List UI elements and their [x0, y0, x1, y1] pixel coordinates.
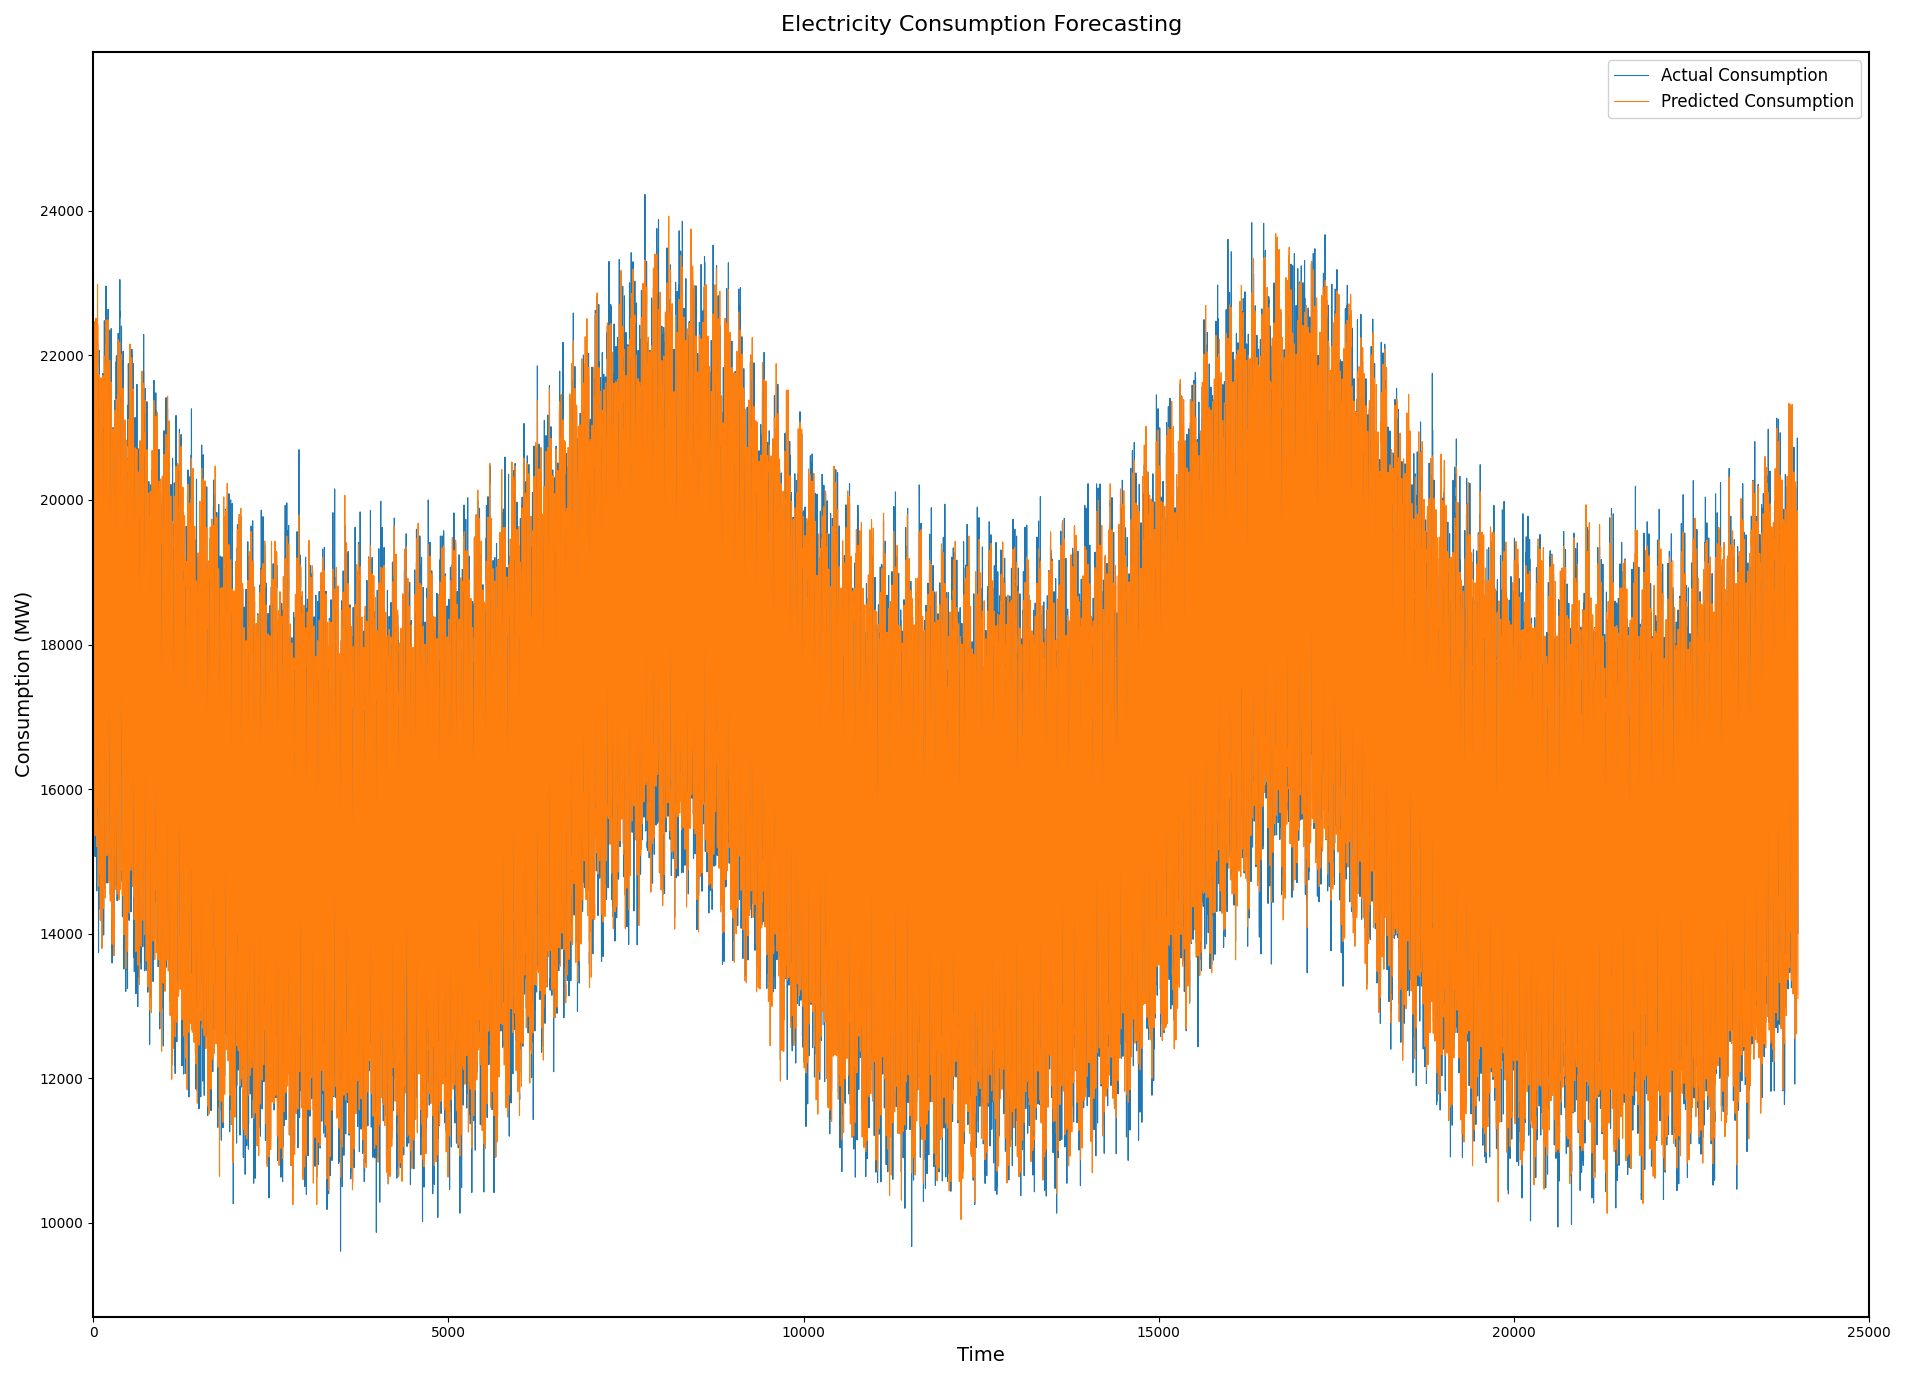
- Line: Actual Consumption: Actual Consumption: [93, 195, 1796, 1252]
- Actual Consumption: [101, 940, 124, 956]
- Predicted Consumption: [949, 1212, 972, 1228]
- Line: Predicted Consumption: Predicted Consumption: [93, 217, 1796, 1220]
- X-axis label: Time: Time: [956, 1346, 1004, 1365]
- Actual Consumption: [1724, 1058, 1747, 1075]
- Predicted Consumption: [1785, 989, 1808, 1006]
- Actual Consumption: [82, 809, 105, 825]
- Actual Consumption: [1785, 926, 1808, 943]
- Actual Consumption: [322, 1085, 345, 1101]
- Predicted Consumption: [322, 1087, 345, 1104]
- Actual Consumption: [1185, 814, 1208, 831]
- Predicted Consumption: [1244, 776, 1267, 792]
- Predicted Consumption: [82, 840, 105, 857]
- Actual Consumption: [1244, 756, 1267, 773]
- Predicted Consumption: [657, 208, 680, 225]
- Predicted Consumption: [101, 824, 124, 840]
- Y-axis label: Consumption (MW): Consumption (MW): [15, 591, 34, 777]
- Predicted Consumption: [985, 696, 1008, 712]
- Title: Electricity Consumption Forecasting: Electricity Consumption Forecasting: [781, 15, 1181, 34]
- Legend: Actual Consumption, Predicted Consumption: Actual Consumption, Predicted Consumptio…: [1606, 61, 1859, 117]
- Actual Consumption: [330, 1243, 352, 1260]
- Predicted Consumption: [1724, 1023, 1747, 1039]
- Predicted Consumption: [1185, 836, 1208, 853]
- Actual Consumption: [985, 658, 1008, 675]
- Actual Consumption: [632, 186, 655, 203]
